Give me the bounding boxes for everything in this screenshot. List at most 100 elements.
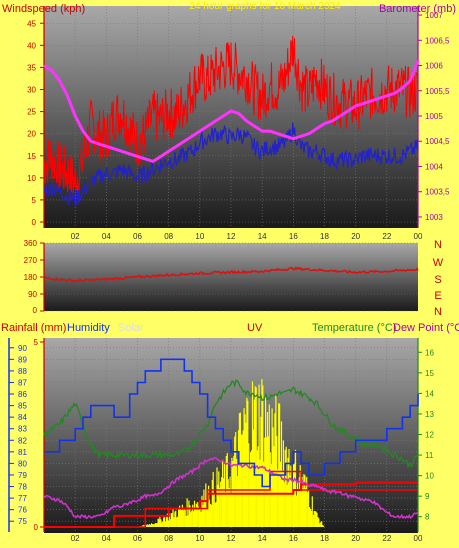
humidity-y-tick-label: 84 [18, 413, 27, 422]
direction-series-line [43, 266, 419, 283]
wind-x-tick-label: 16 [289, 232, 298, 241]
dir-tick-270: 270 [24, 256, 38, 265]
humidity-y-tick-label: 88 [18, 367, 27, 376]
baro-y-tick-label: 1006 [425, 62, 443, 71]
lower-x-tick-label: 14 [258, 534, 267, 543]
wind-x-tick-label: 08 [164, 232, 173, 241]
wind-y-tick-label: 40 [27, 41, 36, 50]
humidity-y-tick-label: 83 [18, 425, 27, 434]
baro-y-tick-label: 1004,5 [425, 137, 450, 146]
lower-x-tick-label: 16 [289, 534, 298, 543]
temperature-y-tick-label: 15 [425, 369, 434, 378]
rain-y-tick-label: 0 [34, 523, 39, 532]
humidity-y-tick-label: 81 [18, 448, 27, 457]
baro-y-tick-label: 1006,5 [425, 36, 450, 45]
lower-x-tick-label: 12 [227, 534, 236, 543]
humidity-y-tick-label: 90 [18, 344, 27, 353]
baro-y-tick-label: 1003 [425, 213, 443, 222]
wind-y-tick-label: 10 [27, 174, 36, 183]
humidity-y-tick-label: 86 [18, 390, 27, 399]
chart-marks: 05101520253035404510031003,510041004,510… [8, 6, 450, 543]
rain-y-tick-label: 5 [34, 338, 39, 347]
compass-n-top: N [434, 239, 442, 251]
wind-x-tick-label: 00 [414, 232, 423, 241]
uv-axis-label: UV [247, 322, 263, 334]
compass-n-bottom: N [434, 306, 442, 318]
humidity-y-tick-label: 75 [18, 517, 27, 526]
wind-y-tick-label: 35 [27, 63, 36, 72]
solar-legend-label: Solar [118, 322, 144, 334]
chart-title: 24 hour graphs for 10 March 2024 [189, 1, 341, 12]
compass-s: S [434, 274, 441, 286]
wind-x-tick-label: 22 [382, 232, 391, 241]
wind-x-tick-label: 14 [258, 232, 267, 241]
humidity-y-tick-label: 82 [18, 436, 27, 445]
dir-tick-360: 360 [24, 239, 38, 248]
lower-x-tick-label: 02 [71, 534, 80, 543]
temperature-y-tick-label: 11 [425, 451, 434, 460]
baro-y-tick-label: 1004 [425, 162, 443, 171]
humidity-y-tick-label: 89 [18, 355, 27, 364]
wind-y-tick-label: 20 [27, 130, 36, 139]
lower-x-tick-label: 20 [351, 534, 360, 543]
wind-x-tick-label: 20 [351, 232, 360, 241]
direction-compass-letters: N W S E N [433, 239, 444, 318]
dewpoint-series-line [43, 456, 419, 520]
direction-left-ticks: 360 270 180 90 0 [24, 239, 38, 315]
humidity-y-tick-label: 77 [18, 494, 27, 503]
temperature-y-tick-label: 16 [425, 348, 434, 357]
uv-series-line [44, 470, 418, 528]
wind-y-tick-label: 25 [27, 108, 36, 117]
lower-x-tick-label: 22 [382, 534, 391, 543]
wind-x-tick-label: 10 [195, 232, 204, 241]
humidity-y-tick-label: 78 [18, 483, 27, 492]
gust-series-line [43, 35, 419, 199]
temperature-y-tick-label: 9 [425, 492, 430, 501]
temperature-y-tick-label: 10 [425, 472, 434, 481]
temperature-y-tick-label: 8 [425, 513, 430, 522]
lower-x-tick-label: 00 [414, 534, 423, 543]
lower-x-tick-label: 18 [320, 534, 329, 543]
temperature-y-tick-label: 14 [425, 389, 434, 398]
wind-x-tick-label: 06 [133, 232, 142, 241]
dir-tick-0: 0 [33, 306, 38, 315]
dir-tick-180: 180 [24, 273, 38, 282]
wind-y-tick-label: 15 [27, 152, 36, 161]
lower-x-tick-label: 10 [195, 534, 204, 543]
baro-y-tick-label: 1003,5 [425, 188, 450, 197]
humidity-y-tick-label: 76 [18, 506, 27, 515]
wind-y-tick-label: 30 [27, 86, 36, 95]
humidity-series-line [44, 358, 419, 488]
humidity-axis-label: Humidity [67, 322, 110, 334]
wind-x-tick-label: 04 [102, 232, 111, 241]
wind-y-tick-label: 45 [27, 19, 36, 28]
temperature-y-tick-label: 12 [425, 431, 434, 440]
baro-y-tick-label: 1005,5 [425, 87, 450, 96]
temperature-series-line [43, 379, 419, 469]
wind-y-tick-label: 0 [32, 218, 37, 227]
temperature-y-tick-label: 13 [425, 410, 434, 419]
barometer-series-line [43, 59, 420, 163]
rainfall-axis-label: Rainfall (mm) [1, 322, 66, 334]
lower-x-tick-label: 08 [164, 534, 173, 543]
baro-y-tick-label: 1007 [425, 11, 443, 20]
wind-y-tick-label: 5 [32, 196, 37, 205]
dir-tick-90: 90 [28, 290, 37, 299]
wind-x-tick-label: 18 [320, 232, 329, 241]
humidity-y-tick-label: 87 [18, 378, 27, 387]
dewpoint-axis-label: Dew Point (°C) [393, 322, 459, 334]
compass-e: E [434, 290, 441, 302]
humidity-y-tick-label: 80 [18, 459, 27, 468]
baro-y-tick-label: 1005 [425, 112, 443, 121]
humidity-y-tick-label: 79 [18, 471, 27, 480]
temperature-axis-label: Temperature (°C) [312, 322, 396, 334]
wind-average-series-line [43, 122, 419, 207]
lower-x-tick-label: 06 [133, 534, 142, 543]
compass-w: W [433, 257, 444, 269]
wind-x-tick-label: 02 [71, 232, 80, 241]
lower-x-tick-label: 04 [102, 534, 111, 543]
wind-x-tick-label: 12 [227, 232, 236, 241]
humidity-y-tick-label: 85 [18, 402, 27, 411]
